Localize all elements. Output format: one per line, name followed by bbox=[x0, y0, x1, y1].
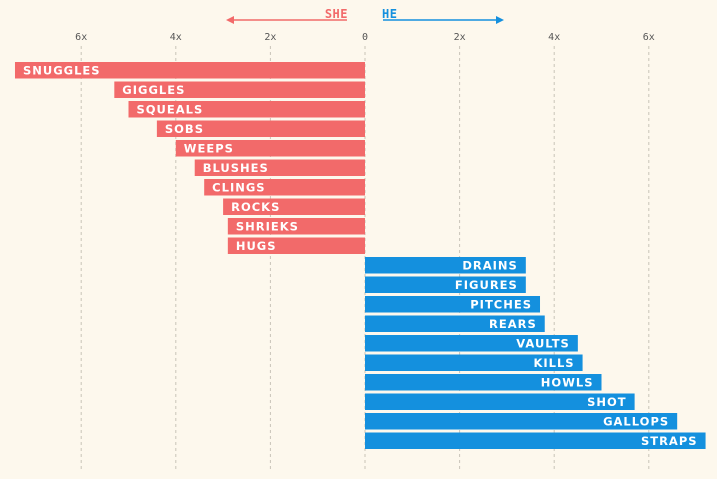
bar-label-shot: SHOT bbox=[587, 395, 627, 409]
bar-label-howls: HOWLS bbox=[541, 375, 594, 389]
tick-label: 6x bbox=[75, 32, 87, 43]
she-direction-label: SHE bbox=[325, 7, 348, 21]
bar-label-snuggles: SNUGGLES bbox=[23, 63, 101, 77]
bar-giggles bbox=[114, 81, 365, 98]
bar-label-squeals: SQUEALS bbox=[137, 102, 204, 116]
bar-shrieks bbox=[227, 218, 365, 235]
bar-sobs bbox=[156, 120, 365, 137]
tick-label: 6x bbox=[643, 32, 655, 43]
he-direction-label: HE bbox=[382, 7, 397, 21]
bar-label-gallops: GALLOPS bbox=[603, 414, 669, 428]
bar-label-kills: KILLS bbox=[533, 356, 574, 370]
bar-label-clings: CLINGS bbox=[212, 180, 265, 194]
bar-label-drains: DRAINS bbox=[462, 258, 518, 272]
bar-label-hugs: HUGS bbox=[236, 239, 277, 253]
direction-legend: SHE HE bbox=[226, 7, 504, 24]
tick-label: 2x bbox=[264, 32, 276, 43]
axis-ticks: 6x 4x 2x 0 2x 4x 6x bbox=[75, 32, 655, 43]
he-arrowhead-icon bbox=[496, 16, 504, 24]
bar-label-weeps: WEEPS bbox=[184, 141, 234, 155]
tick-label: 2x bbox=[454, 32, 466, 43]
bar-hugs bbox=[227, 237, 365, 254]
bar-gallops bbox=[365, 413, 678, 430]
bars: SNUGGLES GIGGLES SQUEALS SOBS WEEPS BLUSHES CL… bbox=[14, 62, 706, 449]
bar-squeals bbox=[128, 101, 365, 118]
bar-label-blushes: BLUSHES bbox=[203, 161, 269, 175]
tick-label: 0 bbox=[362, 32, 368, 43]
tick-label: 4x bbox=[548, 32, 560, 43]
bar-label-sobs: SOBS bbox=[165, 122, 204, 136]
bar-drains bbox=[365, 257, 526, 274]
bar-label-shrieks: SHRIEKS bbox=[236, 219, 299, 233]
bar-label-rears: REARS bbox=[489, 317, 537, 331]
bar-straps bbox=[365, 432, 706, 449]
bar-howls bbox=[365, 374, 602, 391]
bar-label-figures: FIGURES bbox=[455, 278, 518, 292]
bar-rears bbox=[365, 315, 545, 332]
bar-shot bbox=[365, 393, 635, 410]
bar-clings bbox=[204, 179, 365, 196]
bar-figures bbox=[365, 276, 526, 293]
bar-label-rocks: ROCKS bbox=[231, 200, 280, 214]
bar-blushes bbox=[194, 159, 365, 176]
bar-rocks bbox=[223, 198, 365, 215]
bar-label-vaults: VAULTS bbox=[516, 336, 570, 350]
tick-label: 4x bbox=[170, 32, 182, 43]
bar-pitches bbox=[365, 296, 541, 313]
bar-weeps bbox=[175, 140, 365, 157]
she-arrowhead-icon bbox=[226, 16, 234, 24]
bar-label-pitches: PITCHES bbox=[470, 297, 532, 311]
bar-kills bbox=[365, 354, 583, 371]
bar-vaults bbox=[365, 335, 578, 352]
bar-snuggles bbox=[14, 62, 365, 79]
bar-label-giggles: GIGGLES bbox=[122, 83, 185, 97]
bar-label-straps: STRAPS bbox=[641, 434, 698, 448]
